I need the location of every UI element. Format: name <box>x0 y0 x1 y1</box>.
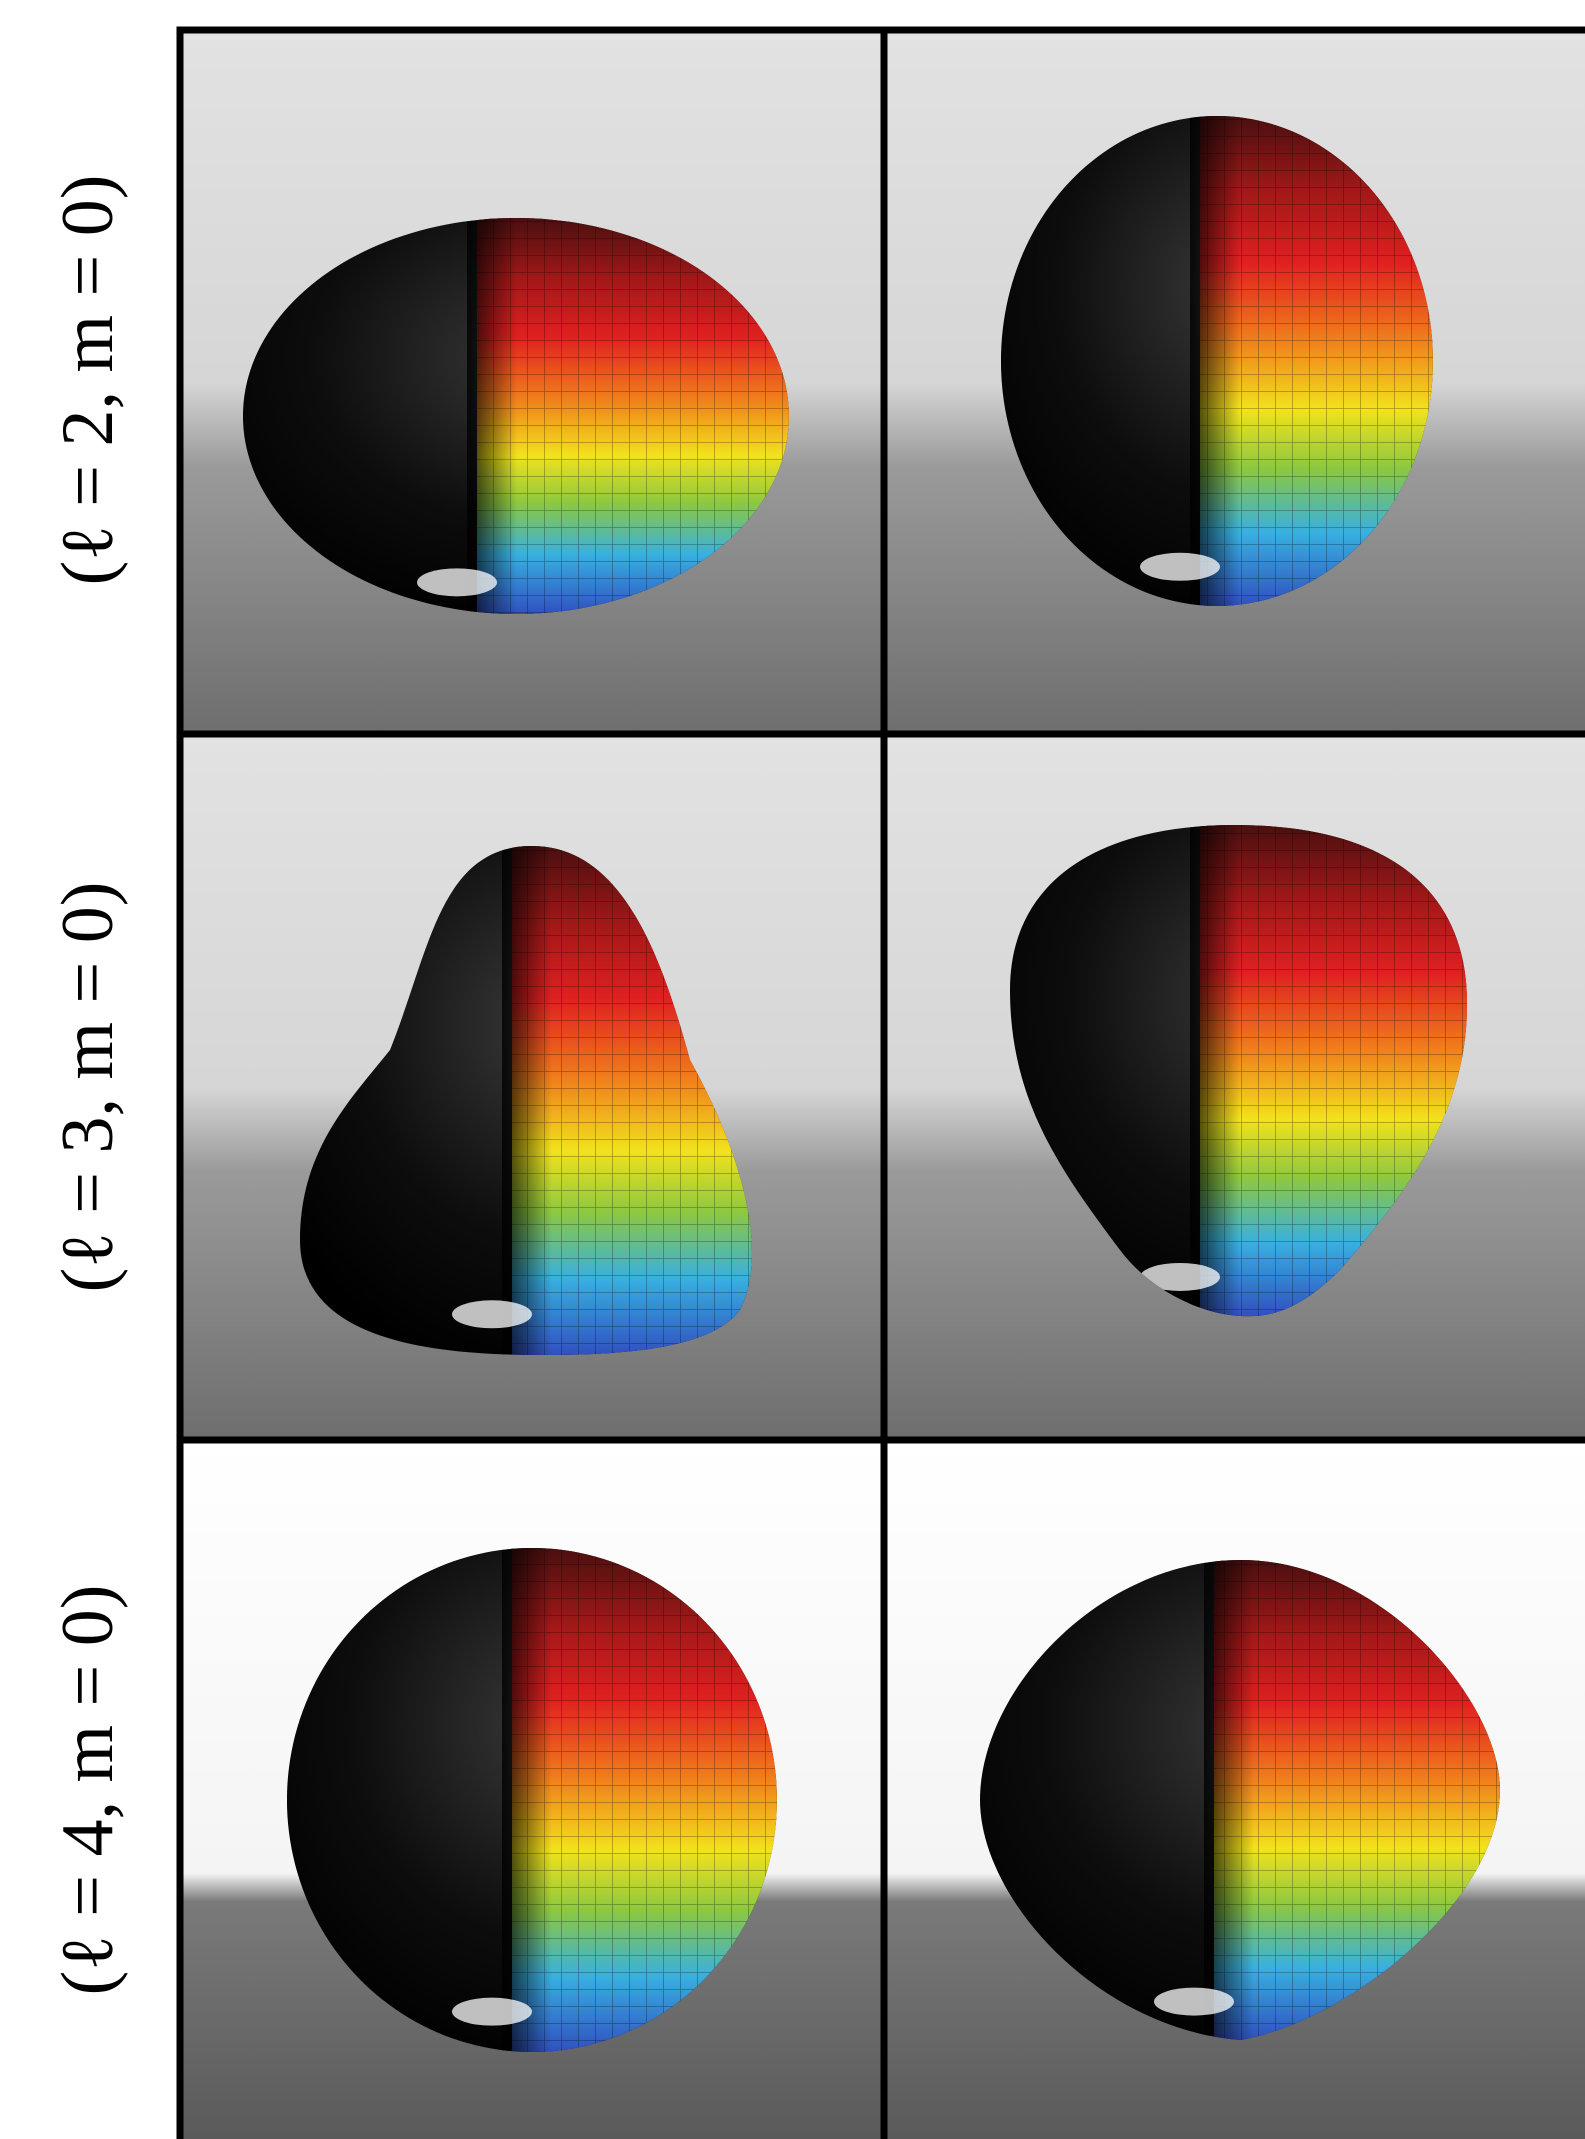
figure: (ℓ = 2, m = 0) (ℓ = 3, m = 0) (ℓ = 4, m … <box>0 0 1585 2139</box>
row-labels: (ℓ = 2, m = 0) (ℓ = 3, m = 0) (ℓ = 4, m … <box>47 175 129 1996</box>
highlight <box>452 1300 532 1328</box>
row-label: (ℓ = 3, m = 0) <box>47 882 129 1293</box>
panel <box>180 734 884 1440</box>
highlight <box>1140 553 1220 581</box>
panel <box>884 30 1585 734</box>
droplet <box>243 218 789 614</box>
droplet-blend <box>502 846 552 1355</box>
highlight <box>417 568 497 596</box>
row-label: (ℓ = 4, m = 0) <box>47 1585 129 1996</box>
droplet-blend <box>1190 825 1240 1316</box>
panel <box>180 30 884 734</box>
droplet-blend <box>1190 116 1240 606</box>
highlight <box>1154 1988 1234 2016</box>
panel <box>884 734 1585 1440</box>
droplet-blend <box>1204 1560 1254 2040</box>
row-label: (ℓ = 2, m = 0) <box>47 175 129 586</box>
droplet-blend <box>467 218 517 614</box>
page: (ℓ = 2, m = 0) (ℓ = 3, m = 0) (ℓ = 4, m … <box>0 0 1585 2139</box>
panel <box>180 1440 884 2139</box>
panel <box>884 1440 1585 2139</box>
highlight <box>452 1998 532 2026</box>
droplet <box>1001 116 1433 606</box>
droplet-blend <box>502 1548 552 2052</box>
droplet <box>287 1548 777 2052</box>
